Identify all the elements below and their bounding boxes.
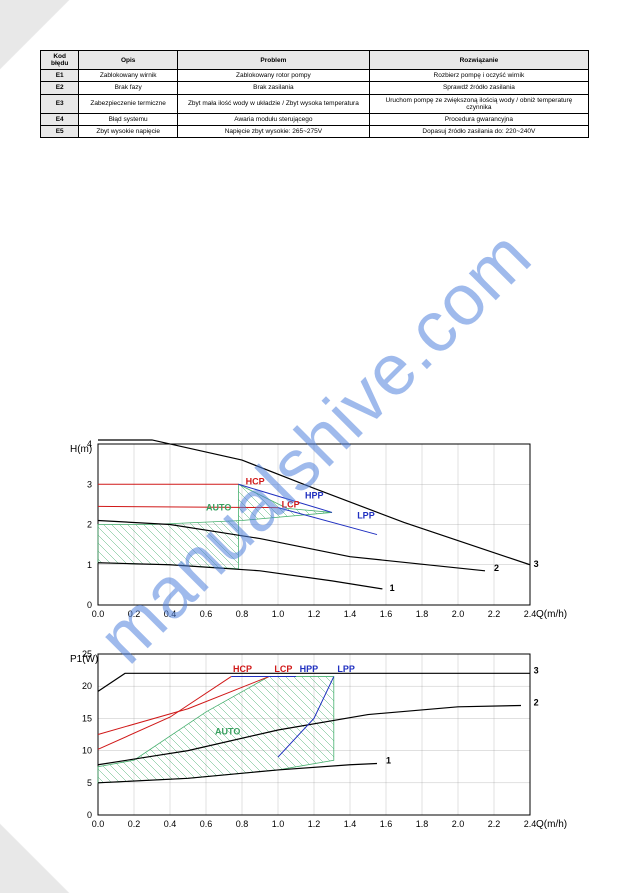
svg-text:LPP: LPP — [337, 664, 355, 674]
table-cell: Błąd systemu — [79, 113, 178, 125]
svg-text:0.2: 0.2 — [128, 609, 141, 619]
svg-text:3: 3 — [87, 479, 92, 489]
table-cell: E5 — [41, 125, 79, 137]
svg-text:0.8: 0.8 — [236, 819, 249, 829]
svg-text:0.8: 0.8 — [236, 609, 249, 619]
svg-text:LCP: LCP — [274, 664, 292, 674]
svg-text:15: 15 — [82, 713, 92, 723]
svg-text:2.0: 2.0 — [452, 819, 465, 829]
svg-text:20: 20 — [82, 681, 92, 691]
table-cell: E4 — [41, 113, 79, 125]
table-cell: E2 — [41, 82, 79, 94]
svg-text:0.0: 0.0 — [92, 609, 105, 619]
table-row: E5Zbyt wysokie napięcieNapięcie zbyt wys… — [41, 125, 589, 137]
svg-text:2: 2 — [534, 698, 539, 708]
svg-text:2.4: 2.4 — [524, 819, 537, 829]
svg-text:1.4: 1.4 — [344, 819, 357, 829]
svg-text:P1(W): P1(W) — [70, 654, 98, 665]
col-sol: Rozwiązanie — [369, 51, 588, 70]
svg-text:3: 3 — [534, 559, 539, 569]
svg-text:1.4: 1.4 — [344, 609, 357, 619]
table-header-row: Kod błędu Opis Problem Rozwiązanie — [41, 51, 589, 70]
table-cell: Procedura gwarancyjna — [369, 113, 588, 125]
table-cell: E3 — [41, 94, 79, 113]
table-cell: Zbyt mała ilość wody w układzie / Zbyt w… — [177, 94, 369, 113]
svg-text:0.6: 0.6 — [200, 819, 213, 829]
table-row: E4Błąd systemuAwaria modułu sterującegoP… — [41, 113, 589, 125]
svg-text:1.8: 1.8 — [416, 819, 429, 829]
chart-h-vs-q: 0.0 0.2 0.4 0.6 0.8 1.0 1.2 1.4 1.6 1.8 2.0 2.2 2.4 0… — [60, 438, 580, 633]
table-cell: Brak fazy — [79, 82, 178, 94]
table-cell: Zabezpieczenie termiczne — [79, 94, 178, 113]
svg-text:AUTO: AUTO — [206, 502, 231, 512]
svg-text:1.6: 1.6 — [380, 819, 393, 829]
svg-text:1: 1 — [390, 583, 395, 593]
table-row: E1Zablokowany wirnikZablokowany rotor po… — [41, 70, 589, 82]
svg-text:2.0: 2.0 — [452, 609, 465, 619]
chart-p1-vs-q: 0.0 0.2 0.4 0.6 0.8 1.0 1.2 1.4 1.6 1.8 2.0 2.2 2.4 0… — [60, 648, 580, 843]
svg-text:0: 0 — [87, 810, 92, 820]
svg-text:1.6: 1.6 — [380, 609, 393, 619]
col-code: Kod błędu — [41, 51, 79, 70]
table-row: E3Zabezpieczenie termiczneZbyt mała iloś… — [41, 94, 589, 113]
svg-text:LCP: LCP — [282, 500, 300, 510]
svg-text:1: 1 — [386, 755, 391, 765]
svg-text:0.2: 0.2 — [128, 819, 141, 829]
svg-text:1.0: 1.0 — [272, 609, 285, 619]
svg-text:0.6: 0.6 — [200, 609, 213, 619]
svg-text:0.4: 0.4 — [164, 819, 177, 829]
svg-text:1.2: 1.2 — [308, 609, 321, 619]
svg-text:2: 2 — [494, 563, 499, 573]
svg-text:H(m): H(m) — [70, 444, 92, 455]
table-cell: Uruchom pompę ze zwiększoną ilością wody… — [369, 94, 588, 113]
table-cell: Sprawdź źródło zasilania — [369, 82, 588, 94]
svg-text:HPP: HPP — [305, 490, 324, 500]
table-cell: Rozbierz pompę i oczyść wirnik — [369, 70, 588, 82]
col-prob: Problem — [177, 51, 369, 70]
svg-text:1.8: 1.8 — [416, 609, 429, 619]
table-row: E2Brak fazyBrak zasilaniaSprawdź źródło … — [41, 82, 589, 94]
svg-text:0.0: 0.0 — [92, 819, 105, 829]
svg-text:1.2: 1.2 — [308, 819, 321, 829]
svg-text:HCP: HCP — [233, 664, 252, 674]
svg-text:HCP: HCP — [246, 476, 265, 486]
svg-text:1.0: 1.0 — [272, 819, 285, 829]
svg-text:2: 2 — [87, 520, 92, 530]
table-cell: Zablokowany wirnik — [79, 70, 178, 82]
svg-text:LPP: LPP — [357, 510, 375, 520]
svg-text:Q(m/h): Q(m/h) — [536, 819, 567, 830]
col-desc: Opis — [79, 51, 178, 70]
table-cell: Napięcie zbyt wysokie: 265~275V — [177, 125, 369, 137]
table-cell: Brak zasilania — [177, 82, 369, 94]
svg-text:HPP: HPP — [300, 664, 319, 674]
table-cell: Zablokowany rotor pompy — [177, 70, 369, 82]
svg-text:0: 0 — [87, 600, 92, 610]
svg-text:10: 10 — [82, 746, 92, 756]
table-cell: Awaria modułu sterującego — [177, 113, 369, 125]
svg-text:2.2: 2.2 — [488, 609, 501, 619]
table-cell: Zbyt wysokie napięcie — [79, 125, 178, 137]
svg-text:0.4: 0.4 — [164, 609, 177, 619]
svg-text:2.2: 2.2 — [488, 819, 501, 829]
svg-text:Q(m/h): Q(m/h) — [536, 609, 567, 620]
svg-text:5: 5 — [87, 778, 92, 788]
svg-text:3: 3 — [534, 665, 539, 675]
svg-text:2.4: 2.4 — [524, 609, 537, 619]
error-table: Kod błędu Opis Problem Rozwiązanie E1Zab… — [40, 50, 589, 138]
svg-text:1: 1 — [87, 560, 92, 570]
table-cell: Dopasuj źródło zasilania do: 220~240V — [369, 125, 588, 137]
svg-text:AUTO: AUTO — [215, 727, 240, 737]
table-cell: E1 — [41, 70, 79, 82]
